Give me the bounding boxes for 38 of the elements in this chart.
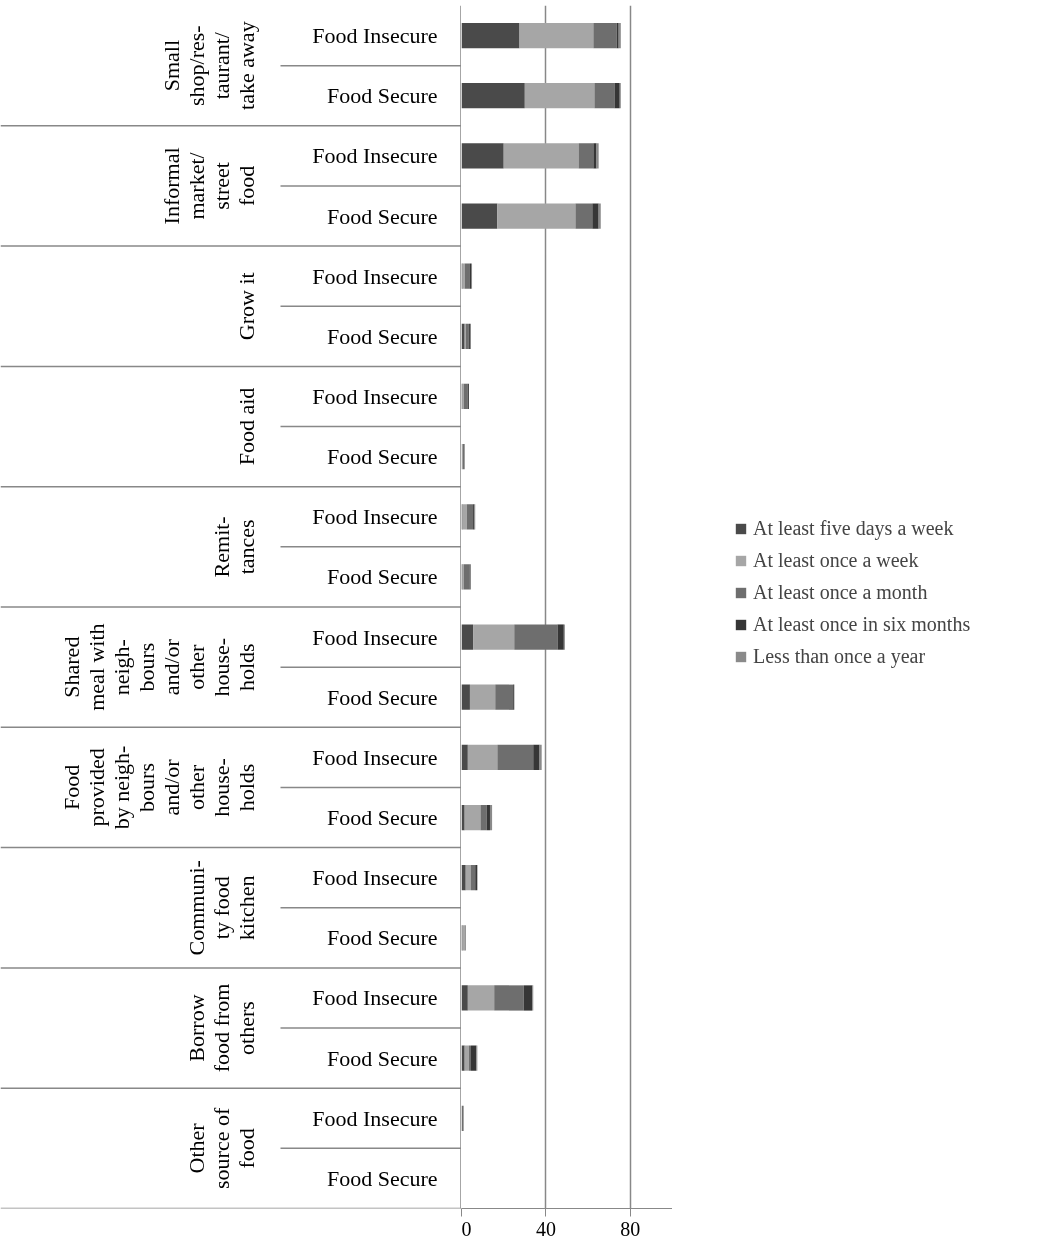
y-tick-label: Food Insecure	[312, 263, 438, 289]
y-tick-label: Food Secure	[326, 83, 438, 109]
text: Grow it	[233, 272, 259, 341]
y-tick-label: Food Secure	[326, 323, 438, 349]
text: Borrow food from others	[183, 983, 259, 1073]
legend-label: At least five days a week	[753, 517, 954, 540]
y-tick-label: Food Secure	[326, 564, 438, 590]
legend-label: Less than once a year	[753, 645, 926, 668]
y-tick-label: Food Insecure	[312, 744, 438, 770]
text: Informal market/ street food	[158, 147, 259, 225]
y-tick-label: Food Insecure	[312, 504, 438, 530]
text: Communi- ty food kitchen	[183, 860, 259, 956]
text: Other source of food	[183, 1107, 259, 1189]
y-tick-label: Food Insecure	[312, 865, 438, 891]
legend-label: At least once a month	[753, 581, 928, 604]
x-tick-label: 0	[461, 1217, 472, 1240]
text: Remit- tances	[208, 516, 259, 578]
legend-label: At least once in six months	[753, 613, 971, 636]
y-tick-label: Food Insecure	[312, 985, 438, 1011]
y-tick-label: Food Secure	[326, 805, 438, 831]
text: Food aid	[233, 387, 259, 466]
x-tick-label: 40	[535, 1217, 556, 1240]
y-tick-label: Food Insecure	[312, 383, 438, 409]
y-tick-label: Food Insecure	[312, 1105, 438, 1131]
y-tick-label: Food Secure	[326, 684, 438, 710]
y-tick-label: Food Insecure	[312, 143, 438, 169]
text: Food provided by neigh- bours and/or other house- holds	[58, 745, 259, 830]
text: Small shop/res- taurant/ take away	[158, 21, 259, 110]
y-tick-label: Food Secure	[326, 1165, 438, 1191]
y-tick-label: Food Secure	[326, 203, 438, 229]
y-tick-label: Food Secure	[326, 1045, 438, 1071]
y-tick-label: Food Insecure	[312, 624, 438, 650]
y-tick-label: Food Secure	[326, 925, 438, 951]
y-tick-label: Food Insecure	[312, 23, 438, 49]
y-tick-label: Food Secure	[326, 444, 438, 470]
legend-label: At least once a week	[753, 549, 919, 572]
x-tick-label: 80	[620, 1217, 641, 1240]
text: Shared meal with neigh- bours and/or other house- holds	[58, 623, 259, 711]
